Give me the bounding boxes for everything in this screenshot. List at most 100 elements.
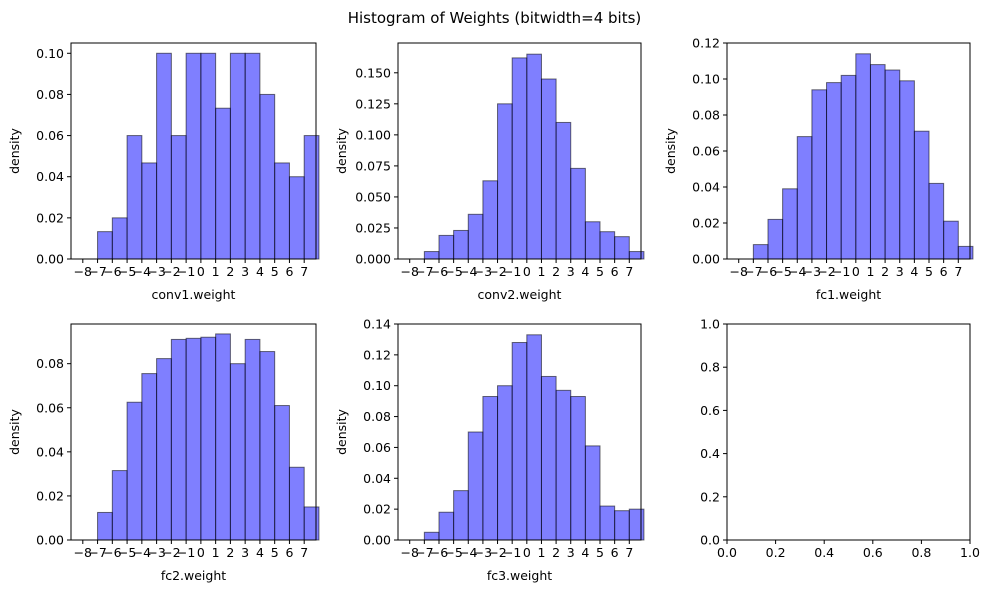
y-tick-label: 0.06 bbox=[36, 400, 64, 415]
x-tick-label: 0 bbox=[197, 545, 205, 560]
x-tick-label: −3 bbox=[474, 545, 492, 560]
x-axis-label: fc3.weight bbox=[487, 568, 552, 583]
histogram-bar bbox=[453, 229, 469, 260]
x-tick-label: 0 bbox=[523, 545, 531, 560]
x-tick-label: −6 bbox=[103, 264, 121, 279]
x-tick-label: 5 bbox=[271, 545, 279, 560]
x-tick-label: 2 bbox=[881, 264, 889, 279]
y-tick-label: 0.150 bbox=[355, 65, 391, 80]
histogram-bar bbox=[111, 217, 128, 260]
histogram-bar bbox=[229, 363, 246, 541]
histogram-bar bbox=[141, 162, 158, 260]
x-tick-label: −8 bbox=[400, 545, 418, 560]
x-tick-label: −8 bbox=[74, 264, 92, 279]
x-tick-label: 1.0 bbox=[960, 545, 980, 560]
x-tick-label: 4 bbox=[910, 264, 918, 279]
y-axis-label: density bbox=[7, 127, 22, 173]
histogram-bar bbox=[540, 375, 557, 541]
x-axis-label: fc1.weight bbox=[816, 287, 881, 302]
x-tick-label: 3 bbox=[241, 545, 249, 560]
histogram-bar bbox=[752, 244, 769, 260]
y-tick-label: 0.02 bbox=[36, 488, 64, 503]
x-tick-label: 7 bbox=[954, 264, 962, 279]
histogram-bar bbox=[274, 162, 290, 260]
figure-title: Histogram of Weights (bitwidth=4 bits) bbox=[348, 9, 642, 27]
x-tick-label: −6 bbox=[430, 264, 448, 279]
x-tick-label: −3 bbox=[147, 545, 165, 560]
x-tick-label: −3 bbox=[147, 264, 165, 279]
y-tick-label: 0.10 bbox=[363, 378, 391, 393]
y-axis-label: density bbox=[7, 408, 22, 454]
x-tick-label: −7 bbox=[744, 264, 762, 279]
histogram-bar bbox=[928, 182, 945, 260]
histogram-bar bbox=[453, 490, 469, 541]
histogram-bar bbox=[303, 506, 320, 541]
y-tick-label: 0.000 bbox=[355, 252, 391, 267]
histogram-bar bbox=[599, 505, 616, 541]
subplot-5: −8−7−6−5−4−3−2−1 0 1 2 3 4 5 6 7 0.00 0.02 0.04 0.06… bbox=[334, 317, 645, 583]
histogram-bar bbox=[855, 53, 871, 260]
x-tick-label: 4 bbox=[581, 264, 589, 279]
y-tick-label: 0.04 bbox=[363, 471, 391, 486]
x-tick-label: −1 bbox=[177, 264, 195, 279]
x-tick-label: 4 bbox=[581, 545, 589, 560]
axes-frame bbox=[70, 42, 317, 260]
histogram-bar bbox=[482, 180, 499, 260]
x-tick-label: 6 bbox=[285, 264, 293, 279]
histogram-bar bbox=[170, 135, 187, 260]
y-tick-label: 0.025 bbox=[355, 220, 391, 235]
x-axis-label: conv2.weight bbox=[478, 287, 562, 302]
histogram-bar bbox=[111, 470, 128, 541]
histogram-bar bbox=[913, 130, 930, 260]
histogram-bar bbox=[869, 64, 886, 260]
x-tick-label: −4 bbox=[133, 264, 151, 279]
x-tick-label: −4 bbox=[133, 545, 151, 560]
histogram-bar bbox=[811, 89, 828, 260]
y-axis-label: density bbox=[663, 127, 678, 173]
y-tick-label: 0.02 bbox=[692, 216, 720, 231]
histogram-bar bbox=[767, 218, 784, 260]
x-tick-label: 1 bbox=[537, 545, 545, 560]
x-tick-label: 7 bbox=[300, 264, 308, 279]
y-tick-label: 0.08 bbox=[363, 409, 391, 424]
y-tick-label: 0.0 bbox=[700, 533, 720, 548]
x-tick-label: 1 bbox=[212, 545, 220, 560]
x-tick-label: 3 bbox=[567, 264, 575, 279]
x-tick-label: −2 bbox=[162, 545, 180, 560]
y-tick-label: 0.100 bbox=[355, 127, 391, 142]
histogram-bar bbox=[570, 167, 586, 260]
x-tick-label: −5 bbox=[118, 264, 136, 279]
y-tick-label: 0.050 bbox=[355, 189, 391, 204]
y-axis-label: density bbox=[334, 127, 349, 173]
y-tick-label: 0.8 bbox=[700, 360, 720, 375]
x-tick-label: −1 bbox=[177, 545, 195, 560]
subplot-1: −8−7−6−5−4−3−2−1 0 1 2 3 4 5 6 7 0.00 0.02 0.04 0.06… bbox=[7, 42, 320, 302]
histogram-bar bbox=[957, 245, 974, 260]
histogram-bar bbox=[170, 338, 187, 541]
y-tick-label: 0.12 bbox=[363, 347, 391, 362]
x-tick-label: −1 bbox=[832, 264, 850, 279]
histogram-bar bbox=[185, 337, 202, 541]
x-tick-label: 4 bbox=[256, 264, 264, 279]
histogram-bar bbox=[200, 336, 217, 541]
histogram-bar bbox=[614, 236, 630, 260]
x-tick-label: −7 bbox=[415, 264, 433, 279]
subplot-2: −8−7−6−5−4−3−2−1 0 1 2 3 4 5 6 7 0.000 0.025 0.050 0… bbox=[334, 42, 645, 302]
y-tick-label: 0.04 bbox=[36, 169, 64, 184]
histogram-bar bbox=[423, 531, 440, 541]
histogram-bar bbox=[156, 52, 172, 260]
axes-frame bbox=[397, 42, 642, 260]
x-tick-label: 6 bbox=[611, 264, 619, 279]
histogram-bar bbox=[599, 231, 616, 260]
histogram-bar bbox=[628, 508, 645, 541]
x-tick-label: 6 bbox=[940, 264, 948, 279]
y-tick-label: 0.125 bbox=[355, 96, 391, 111]
y-tick-label: 0.6 bbox=[700, 403, 720, 418]
y-tick-label: 0.06 bbox=[692, 144, 720, 159]
histogram-bar bbox=[497, 103, 513, 260]
x-tick-label: −4 bbox=[459, 545, 477, 560]
histogram-bar bbox=[438, 511, 455, 541]
x-tick-label: 3 bbox=[241, 264, 249, 279]
histogram-bar bbox=[511, 342, 528, 541]
